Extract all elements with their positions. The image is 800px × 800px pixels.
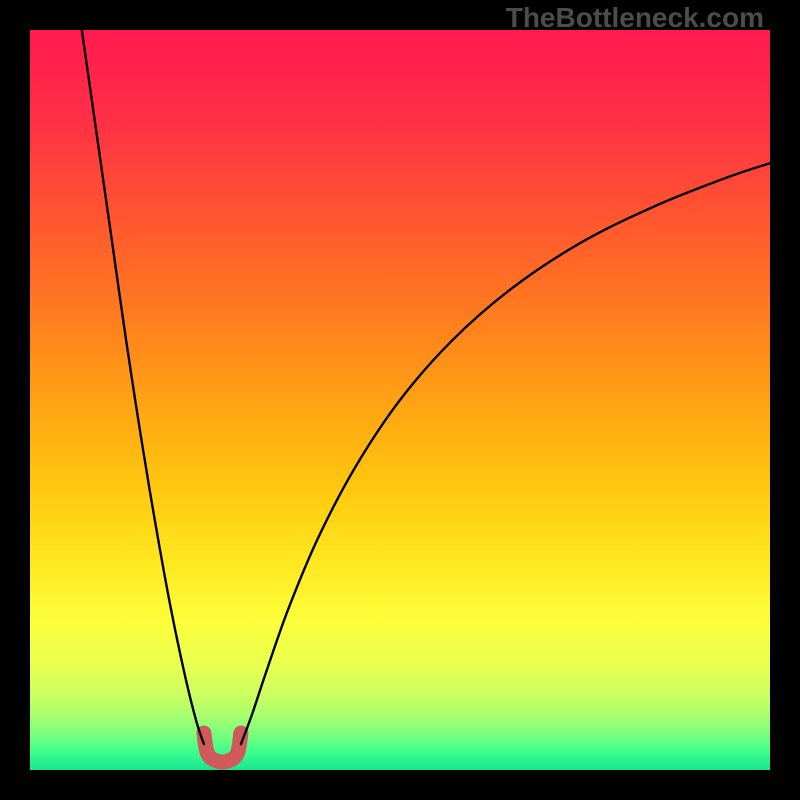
curve-left-branch: [82, 30, 204, 744]
chart-svg: [30, 30, 770, 770]
plot-area: [30, 30, 770, 770]
valley-marker: [204, 733, 241, 762]
curve-right-branch: [241, 163, 770, 744]
watermark-text: TheBottleneck.com: [506, 2, 764, 34]
